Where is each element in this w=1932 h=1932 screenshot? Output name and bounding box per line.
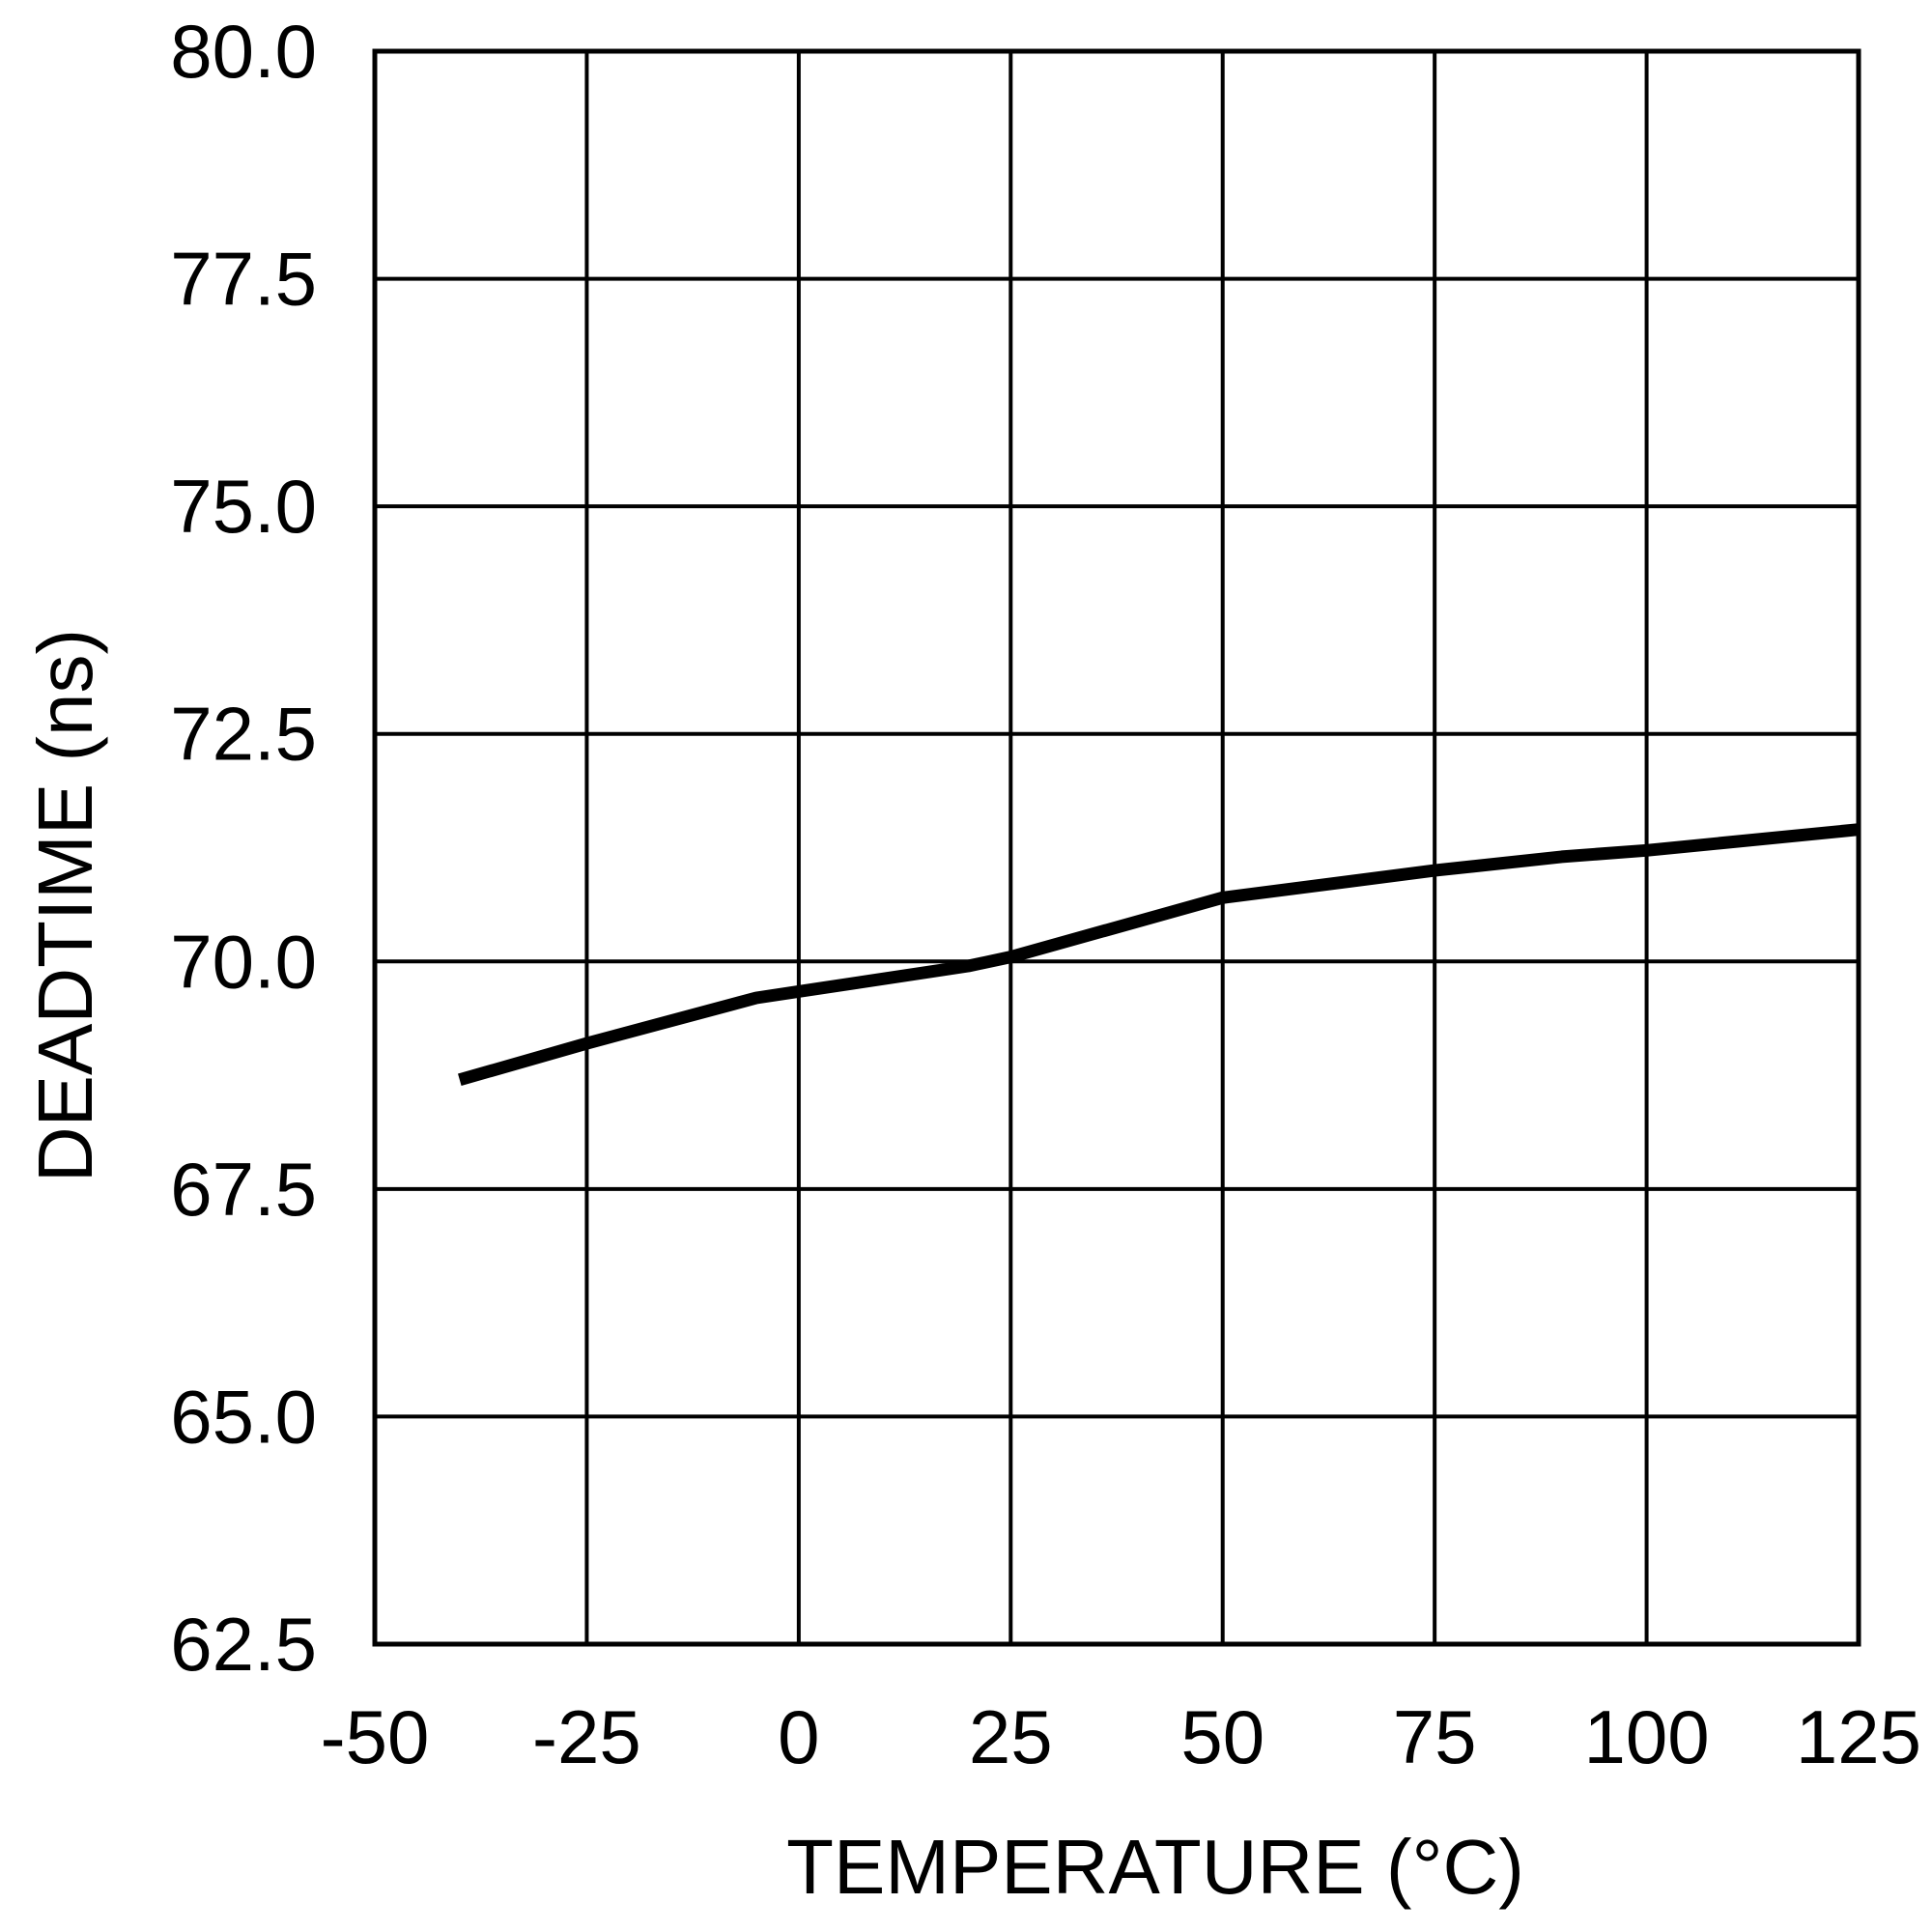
- y-axis-title: DEADTIME (ns): [22, 629, 108, 1182]
- y-tick-label: 70.0: [170, 919, 317, 1004]
- x-tick-label: 0: [778, 1694, 819, 1779]
- x-axis-title: TEMPERATURE (°C): [786, 1824, 1524, 1910]
- y-tick-label: 77.5: [170, 237, 317, 322]
- x-tick-label: 50: [1180, 1694, 1264, 1779]
- y-tick-label: 65.0: [170, 1374, 317, 1459]
- y-tick-label: 67.5: [170, 1147, 317, 1232]
- y-tick-label: 62.5: [170, 1602, 317, 1687]
- series-line-0: [458, 823, 1860, 1087]
- plot-frame: [372, 48, 1861, 1647]
- x-tick-label: 125: [1796, 1694, 1921, 1779]
- x-tick-label: 75: [1393, 1694, 1477, 1779]
- x-tick-label: -50: [321, 1694, 430, 1779]
- y-tick-label: 72.5: [170, 692, 317, 777]
- x-tick-labels: -50 -25 0 25 50 75 100 125: [321, 1694, 1921, 1779]
- x-tick-label: -25: [532, 1694, 641, 1779]
- series-group: [458, 823, 1860, 1087]
- y-tick-labels: 62.5 65.0 67.5 70.0 72.5 75.0 77.5 80.0: [170, 9, 317, 1687]
- x-tick-label: 100: [1584, 1694, 1710, 1779]
- grid-lines: [373, 49, 1861, 1646]
- y-tick-label: 75.0: [170, 464, 317, 549]
- x-tick-label: 25: [969, 1694, 1053, 1779]
- y-tick-label: 80.0: [170, 9, 317, 94]
